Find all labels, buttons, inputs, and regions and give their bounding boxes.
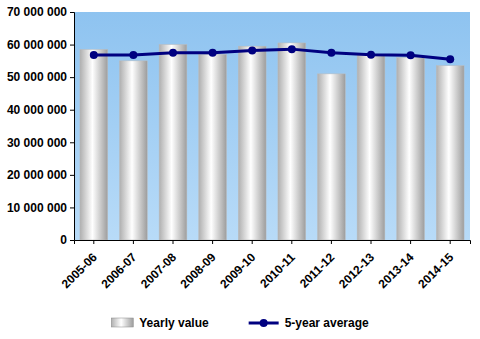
x-tick: 2007-08 xyxy=(138,240,179,291)
y-tick-label: 10 000 000 xyxy=(7,201,67,215)
x-tick: 2008-09 xyxy=(178,240,219,291)
plot: 0 10 000 000 20 000 000 30 000 000 40 000 00… xyxy=(7,5,471,291)
y-tick-label: 40 000 000 xyxy=(7,103,67,117)
marker xyxy=(90,51,98,59)
x-axis: 2005-062006-072007-082008-092009-102010-… xyxy=(59,240,471,291)
x-tick-mark xyxy=(410,240,411,244)
x-axis-line xyxy=(75,241,471,245)
markers xyxy=(90,45,454,63)
marker xyxy=(367,51,375,59)
bar xyxy=(397,58,425,240)
marks xyxy=(80,43,464,240)
x-tick: 2011-12 xyxy=(297,240,338,291)
y-axis-line xyxy=(70,13,75,241)
legend-symbol xyxy=(111,318,133,327)
x-tick-mark xyxy=(93,240,94,244)
y-tick-label: 50 000 000 xyxy=(7,70,67,84)
bar xyxy=(278,43,306,240)
bar xyxy=(120,61,148,240)
x-tick-mark xyxy=(133,240,134,244)
bar xyxy=(159,45,187,240)
y-tick: 0 xyxy=(60,233,74,247)
x-tick-label: 2007-08 xyxy=(138,250,179,291)
x-tick-label: 2009-10 xyxy=(217,250,258,291)
marker xyxy=(288,45,296,53)
y-tick-mark xyxy=(70,12,74,13)
x-tick-label: 2012-13 xyxy=(336,250,377,291)
y-tick-mark xyxy=(70,175,74,176)
y-tick: 60 000 000 xyxy=(7,38,74,52)
bar xyxy=(318,74,346,240)
x-tick: 2005-06 xyxy=(59,240,100,291)
x-tick-label: 2006-07 xyxy=(98,250,139,291)
y-tick-label: 70 000 000 xyxy=(7,5,67,19)
legend-item: Yearly value xyxy=(111,316,209,330)
x-tick-mark xyxy=(331,240,332,244)
y-tick: 40 000 000 xyxy=(7,103,74,117)
x-tick-mark xyxy=(371,240,372,244)
y-tick-label: 30 000 000 xyxy=(7,136,67,150)
legend-label: Yearly value xyxy=(139,316,209,330)
y-tick: 10 000 000 xyxy=(7,201,74,215)
y-tick-label: 20 000 000 xyxy=(7,168,67,182)
x-tick: 2012-13 xyxy=(336,240,377,291)
y-tick: 20 000 000 xyxy=(7,168,74,182)
bar xyxy=(357,54,385,240)
y-tick-label: 60 000 000 xyxy=(7,38,67,52)
bar xyxy=(436,66,464,240)
y-tick-mark xyxy=(70,45,74,46)
x-tick-mark xyxy=(450,240,451,244)
marker xyxy=(248,46,256,54)
x-tick-label: 2008-09 xyxy=(178,250,219,291)
x-tick-label: 2014-15 xyxy=(415,250,456,291)
marker xyxy=(446,55,454,63)
bar-series xyxy=(80,43,464,240)
y-tick-mark xyxy=(70,110,74,111)
line xyxy=(94,49,450,59)
legend-item: 5-year average xyxy=(249,316,369,330)
y-tick-mark xyxy=(70,207,74,208)
legend-label: 5-year average xyxy=(285,316,369,330)
x-tick-mark xyxy=(212,240,213,244)
bar xyxy=(199,54,227,240)
marker xyxy=(129,51,137,59)
plot-background xyxy=(74,12,470,240)
legend-marker xyxy=(260,319,268,327)
y-tick: 30 000 000 xyxy=(7,136,74,150)
y-tick-mark xyxy=(70,77,74,78)
bar xyxy=(80,49,108,240)
x-tick: 2014-15 xyxy=(415,240,456,291)
x-tick-mark xyxy=(173,240,174,244)
y-axis: 0 10 000 000 20 000 000 30 000 000 40 000 00… xyxy=(7,5,75,247)
x-tick-mark xyxy=(291,240,292,244)
marker xyxy=(209,49,217,57)
y-tick: 50 000 000 xyxy=(7,70,74,84)
legend: Yearly value 5-year average xyxy=(111,316,369,330)
x-tick-label: 2010-11 xyxy=(257,250,298,291)
marker xyxy=(407,51,415,59)
x-tick: 2009-10 xyxy=(217,240,258,291)
x-tick-label: 2005-06 xyxy=(59,250,100,291)
chart: 0 10 000 000 20 000 000 30 000 000 40 000 00… xyxy=(0,0,480,339)
x-tick: 2013-14 xyxy=(376,240,417,291)
y-tick-mark xyxy=(70,240,74,241)
y-tick: 70 000 000 xyxy=(7,5,74,19)
x-tick: 2006-07 xyxy=(98,240,139,291)
x-tick-label: 2013-14 xyxy=(376,250,417,291)
marker xyxy=(169,49,177,57)
x-tick: 2010-11 xyxy=(257,240,298,291)
x-tick-label: 2011-12 xyxy=(297,250,338,291)
bar xyxy=(238,46,266,240)
x-tick-mark xyxy=(252,240,253,244)
y-tick-mark xyxy=(70,142,74,143)
marker xyxy=(327,49,335,57)
y-tick-label: 0 xyxy=(60,233,67,247)
